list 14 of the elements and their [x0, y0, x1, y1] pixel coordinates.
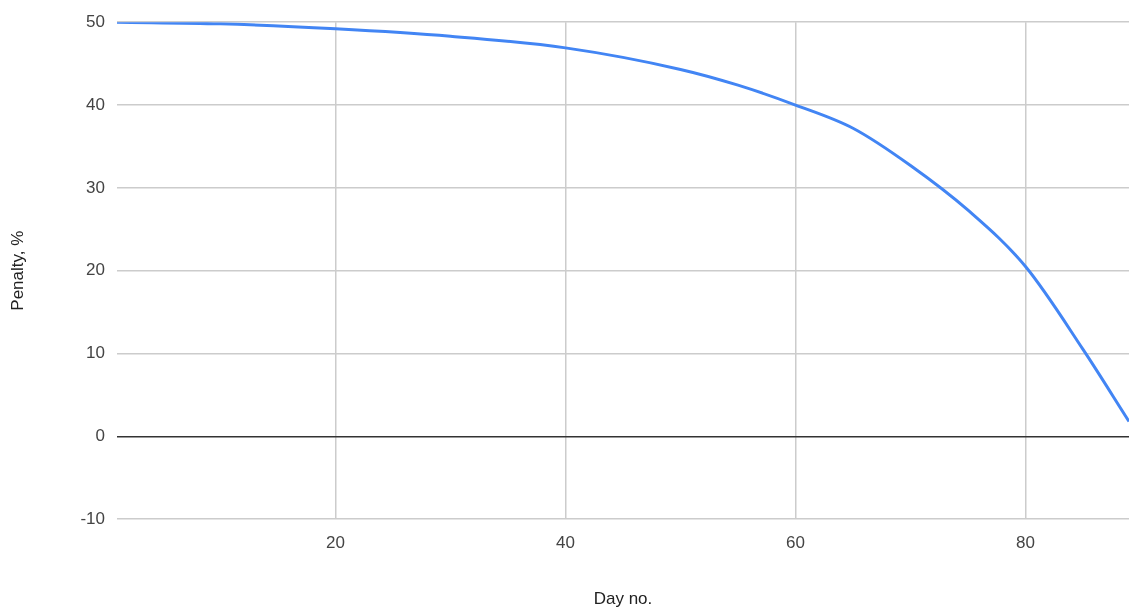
line-series — [116, 22, 1129, 423]
y-tick-label: 0 — [95, 426, 105, 446]
y-tick-label: 20 — [86, 260, 105, 280]
y-tick-label: -10 — [80, 508, 105, 528]
x-tick-label: 40 — [556, 533, 575, 553]
x-axis-title: Day no. — [593, 589, 653, 609]
y-tick-label: 10 — [86, 343, 105, 363]
y-axis-title: Penalty, % — [7, 230, 27, 311]
x-tick-label: 20 — [326, 533, 345, 553]
y-tick-label: 50 — [86, 11, 105, 31]
x-tick-label: 60 — [786, 533, 805, 553]
x-tick-label: 80 — [1016, 533, 1035, 553]
y-tick-label: 30 — [86, 177, 105, 197]
y-tick-label: 40 — [86, 94, 105, 114]
